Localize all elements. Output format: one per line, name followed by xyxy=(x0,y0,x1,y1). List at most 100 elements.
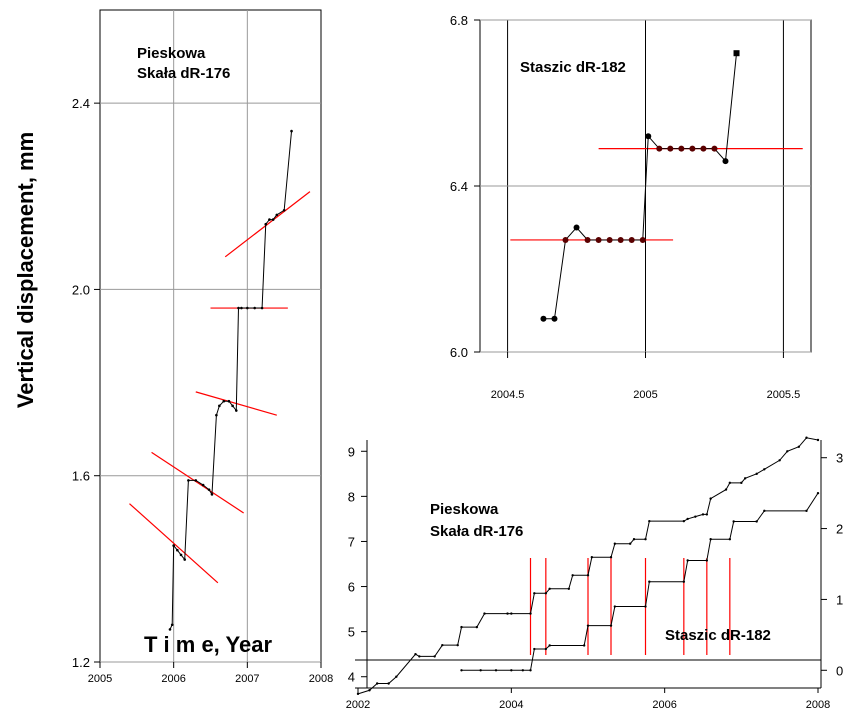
bottom-right-data-point xyxy=(816,438,820,442)
bottom-right-x-tick-label: 2002 xyxy=(346,699,370,711)
bottom-right-left-y-tick-label: 7 xyxy=(348,534,355,549)
left-data-point xyxy=(210,493,214,496)
left-data-point xyxy=(231,404,234,408)
bottom-right-data-point xyxy=(510,669,513,672)
bottom-right-data-point xyxy=(763,509,766,513)
top-right-fit-lines xyxy=(510,148,803,241)
bottom-right-data-point xyxy=(506,612,509,615)
left-data-point xyxy=(227,399,231,403)
bottom-right-series-line xyxy=(357,437,819,695)
top-right-data-point xyxy=(722,158,729,165)
bottom-right-data-point xyxy=(567,587,571,590)
bottom-right-data-point xyxy=(728,481,732,485)
bottom-right-data-point xyxy=(686,517,689,521)
bottom-right-data-point xyxy=(548,644,551,647)
left-data-point xyxy=(201,483,205,487)
top-right-data-point xyxy=(617,236,624,243)
left-data-point xyxy=(172,544,175,547)
bottom-right-annotation-left-line-1: Pieskowa xyxy=(430,501,499,518)
left-chart: 2005 2006 2007 2008 1.2 1.6 2.0 2.4 Pieskowa Sk… xyxy=(13,9,333,685)
left-data-point xyxy=(215,413,218,417)
left-data-point xyxy=(260,306,264,310)
bottom-right-data-point xyxy=(797,445,801,448)
left-y-tick-label: 2.0 xyxy=(72,282,90,297)
bottom-right-data-point xyxy=(755,520,758,523)
top-right-data-point xyxy=(639,236,646,243)
top-right-data-point xyxy=(711,145,718,152)
left-data-point xyxy=(253,306,256,310)
top-right-annotation: Staszic dR-182 xyxy=(520,59,626,76)
left-data-point xyxy=(168,628,172,631)
top-right-y-tick-label: 6.0 xyxy=(450,345,468,360)
top-right-data-point xyxy=(628,236,635,243)
bottom-right-data-point xyxy=(743,477,747,480)
bottom-right-data-point xyxy=(644,605,647,608)
bottom-right-data-point xyxy=(418,655,421,658)
bottom-right-data-point xyxy=(709,538,712,541)
left-data-point xyxy=(271,218,275,221)
bottom-right-markers xyxy=(529,558,731,655)
bottom-right-chart: 2002 2004 2006 2008 4 5 6 7 8 9 0 1 2 3 Pieskowa Skał… xyxy=(346,436,843,711)
left-data-point xyxy=(179,553,183,557)
bottom-right-data-point xyxy=(586,624,590,627)
top-right-data-point xyxy=(667,145,674,152)
top-right-data-point xyxy=(656,145,663,152)
left-ticks: 2005 2006 2007 2008 1.2 1.6 2.0 2.4 xyxy=(72,96,333,685)
bottom-right-data-point xyxy=(805,509,808,513)
bottom-right-data-point xyxy=(548,587,551,590)
left-data-point xyxy=(222,399,226,403)
left-data-point xyxy=(170,623,174,627)
bottom-right-x-tick-label: 2008 xyxy=(806,699,830,711)
bottom-right-data-point xyxy=(433,655,436,658)
bottom-right-annotation-left-line-2: Skała dR-176 xyxy=(430,523,523,540)
top-right-chart: 2004.5 2005 2005.5 6.0 6.4 6.8 Staszic dR-182 xyxy=(450,13,812,401)
bottom-right-data-point xyxy=(590,556,594,559)
bottom-right-right-y-tick-label: 0 xyxy=(836,663,843,678)
bottom-right-x-tick-label: 2004 xyxy=(499,699,523,711)
bottom-right-data-point xyxy=(529,612,532,615)
left-fit-line xyxy=(224,191,311,258)
bottom-right-data-point xyxy=(368,689,371,692)
bottom-right-data-point xyxy=(755,472,758,476)
bottom-right-data-point xyxy=(732,520,735,523)
bottom-right-data-point xyxy=(494,669,498,672)
bottom-right-data-point xyxy=(414,652,417,656)
bottom-right-data-point xyxy=(648,580,651,583)
bottom-right-data-point xyxy=(544,592,548,595)
left-fit-line xyxy=(151,451,244,514)
top-right-data-point xyxy=(562,236,569,243)
bottom-right-data-point xyxy=(816,491,820,495)
bottom-right-data-point xyxy=(387,682,390,685)
left-annotation-line-1: Pieskowa xyxy=(137,45,206,62)
top-right-series xyxy=(540,50,740,322)
left-y-axis-label: Vertical displacement, mm xyxy=(13,132,38,408)
left-data-point xyxy=(237,306,240,310)
bottom-right-left-y-tick-label: 5 xyxy=(348,625,355,640)
top-right-data-point xyxy=(689,145,696,152)
top-right-data-point xyxy=(700,145,707,152)
left-y-tick-label: 1.6 xyxy=(72,469,90,484)
bottom-right-data-point xyxy=(682,519,686,523)
bottom-right-data-point xyxy=(709,497,712,500)
bottom-right-right-y-tick-label: 2 xyxy=(836,522,843,537)
bottom-right-series xyxy=(356,436,820,696)
left-y-tick-label: 2.4 xyxy=(72,96,90,111)
bottom-right-data-point xyxy=(521,669,525,672)
bottom-right-data-point xyxy=(728,538,732,541)
top-right-y-tick-label: 6.8 xyxy=(450,13,468,28)
bottom-right-data-point xyxy=(786,450,789,453)
bottom-right-data-point xyxy=(609,556,613,559)
left-fit-line xyxy=(129,503,219,584)
bottom-right-data-point xyxy=(705,513,709,516)
bottom-right-data-point xyxy=(701,513,705,516)
top-right-ticks: 2004.5 2005 2005.5 6.0 6.4 6.8 xyxy=(450,13,800,401)
top-right-y-tick-label: 6.4 xyxy=(450,179,468,194)
left-data-point xyxy=(275,213,279,217)
top-right-data-point xyxy=(678,145,685,152)
left-data-point xyxy=(282,208,286,212)
left-data-point xyxy=(183,558,187,561)
bottom-right-x-tick-label: 2006 xyxy=(652,699,676,711)
bottom-right-data-point xyxy=(609,624,613,627)
bottom-right-data-point xyxy=(544,647,548,651)
